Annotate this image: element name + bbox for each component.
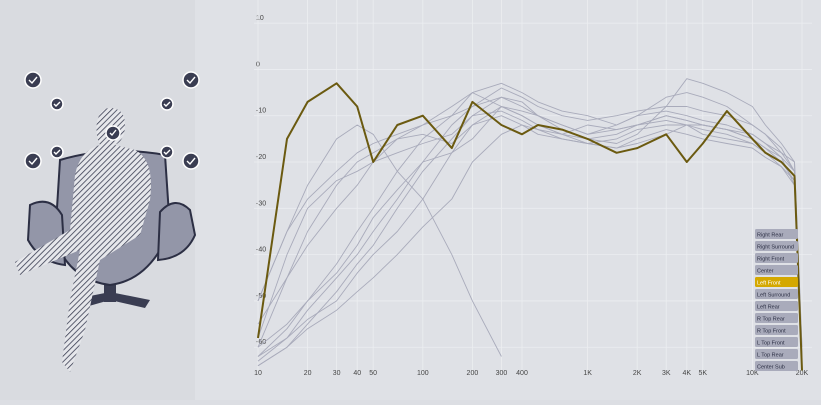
x-tick-label: 40 (353, 370, 361, 377)
x-tick-label: 100 (417, 370, 429, 377)
legend-label: Right Surround (757, 245, 794, 251)
x-tick-label: 20K (796, 370, 809, 377)
x-tick-label: 2K (633, 370, 642, 377)
legend-label: Center (757, 269, 774, 275)
series-line (257, 82, 803, 371)
series-line (257, 124, 803, 367)
legend-label: Left Front (757, 281, 781, 287)
legend-label: R Top Front (757, 329, 786, 335)
y-tick-label: 10 (256, 15, 264, 22)
legend-label: Center Sub (757, 365, 785, 371)
x-tick-label: 400 (516, 370, 528, 377)
legend-item[interactable] (755, 277, 798, 287)
series-line (257, 87, 803, 357)
legend-label: L Top Front (757, 341, 785, 347)
legend-item[interactable] (755, 265, 798, 275)
y-tick-label: -50 (256, 293, 266, 300)
x-tick-label: 4K (683, 370, 692, 377)
legend-label: Right Rear (757, 233, 783, 239)
series-line (257, 124, 502, 357)
legend-item[interactable] (755, 337, 798, 347)
y-tick-label: -40 (256, 247, 266, 254)
legend-item[interactable] (755, 253, 798, 263)
legend-label: R Top Rear (757, 317, 785, 323)
x-tick-label: 5K (699, 370, 708, 377)
x-tick-label: 200 (467, 370, 479, 377)
y-tick-label: -30 (256, 200, 266, 207)
legend-item[interactable] (755, 361, 798, 371)
x-tick-label: 10 (254, 370, 262, 377)
legend-item[interactable] (755, 313, 798, 323)
x-tick-label: 3K (662, 370, 671, 377)
y-tick-label: -20 (256, 154, 266, 161)
legend-label: Left Surround (757, 293, 790, 299)
series-line (257, 78, 803, 362)
x-tick-label: 300 (496, 370, 508, 377)
x-tick-label: 1K (583, 370, 592, 377)
legend-item[interactable] (755, 325, 798, 335)
x-tick-label: 10K (746, 370, 759, 377)
series-line (257, 82, 803, 362)
chart-panel (195, 0, 821, 400)
x-tick-label: 20 (304, 370, 312, 377)
x-tick-label: 50 (369, 370, 377, 377)
series-line (257, 115, 803, 366)
series-line (257, 92, 803, 367)
legend-label: Right Front (757, 257, 785, 263)
x-tick-label: 30 (333, 370, 341, 377)
legend-item[interactable] (755, 229, 798, 239)
y-tick-label: -10 (256, 108, 266, 115)
legend-item[interactable] (755, 349, 798, 359)
legend-label: L Top Rear (757, 353, 784, 359)
listener-illustration (15, 71, 200, 372)
legend-item[interactable] (755, 289, 798, 299)
plot: 100-10-20-30-40-50-601020304050100200300… (254, 0, 812, 377)
y-tick-label: -60 (256, 339, 266, 346)
legend-item[interactable] (755, 241, 798, 251)
legend-item[interactable] (755, 301, 798, 311)
legend-label: Left Rear (757, 305, 780, 311)
series-line (257, 106, 803, 371)
